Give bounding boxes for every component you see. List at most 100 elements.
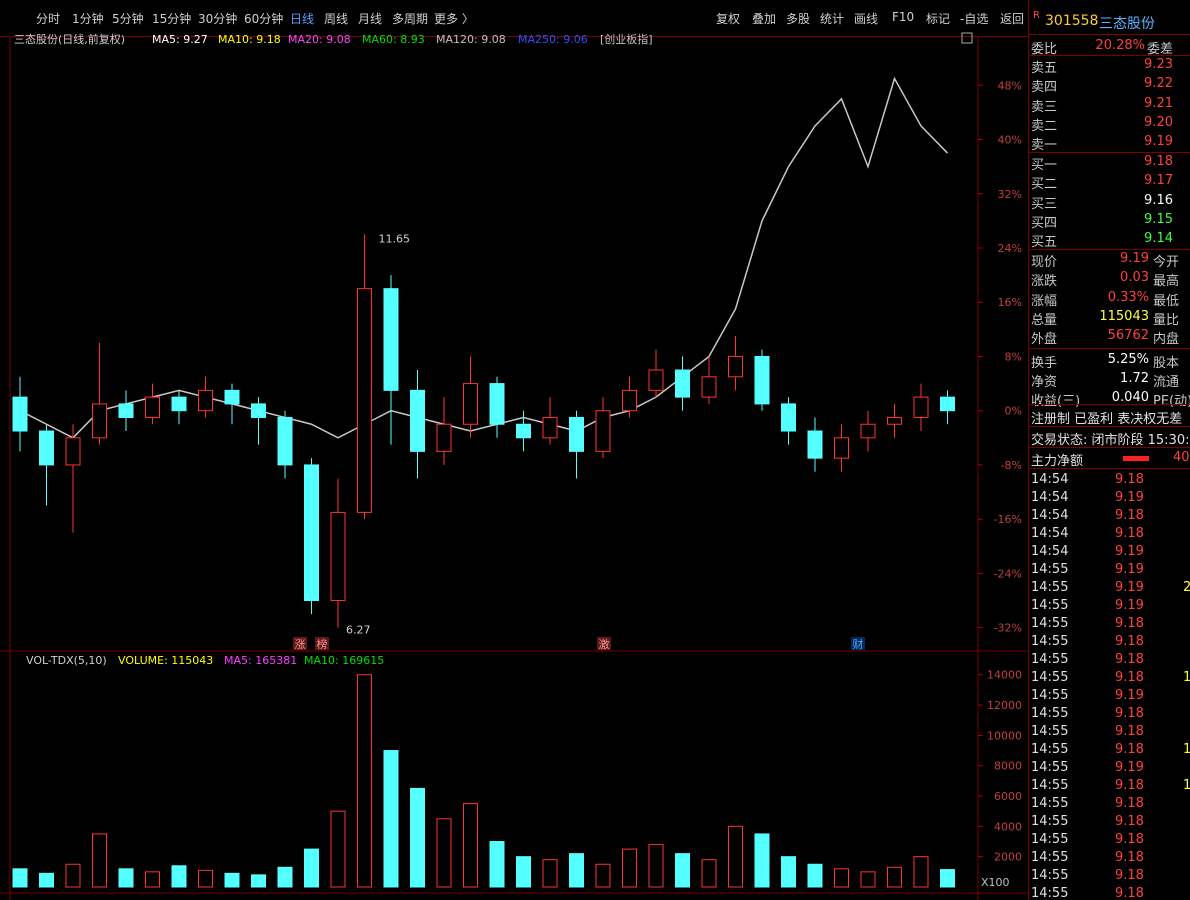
stock-code: 301558 (1045, 13, 1099, 29)
quote-row: 涨幅 0.33% 最低 (1029, 289, 1190, 309)
candle-body (277, 416, 293, 466)
volume-bar (277, 866, 293, 888)
candle-body (383, 288, 399, 391)
book-label: 买三 (1031, 196, 1058, 212)
quote-row: 14:55 9.19 (1029, 597, 1190, 616)
book-price: 9.16 (1144, 192, 1173, 208)
book-label: 买四 (1031, 215, 1058, 231)
net-flow-value: 40 (1173, 450, 1190, 465)
tick-volume: 1 (1183, 778, 1190, 793)
chart-legend: MA250: 9.06 (518, 33, 588, 46)
stat-label: PE(动) (1153, 394, 1190, 410)
tick-time: 14:55 (1031, 814, 1069, 829)
book-price: 9.19 (1144, 134, 1173, 150)
quote-row: 现价 9.19 今开 (1029, 250, 1190, 270)
y-tick-label: 48% (998, 79, 1022, 92)
volume-bar (701, 859, 717, 888)
volume-title: VOL-TDX(5,10) (26, 654, 107, 667)
book-label: 买一 (1031, 158, 1058, 173)
stat-value: 5.25% (1107, 351, 1149, 367)
tool-button[interactable]: 标记 (926, 12, 951, 26)
quote-row: 14:54 9.19 (1029, 543, 1190, 562)
period-tab[interactable]: 多周期 (392, 12, 429, 26)
candle-body (118, 403, 134, 418)
tick-time: 14:54 (1031, 490, 1069, 505)
overlay-line (19, 76, 949, 439)
tool-button[interactable]: 返回 (1000, 12, 1025, 26)
quote-row: 总量 115043 量比 (1029, 308, 1190, 328)
tick-price: 9.18 (1115, 868, 1144, 883)
y-tick-label: 40% (998, 134, 1022, 147)
tool-button[interactable]: 多股 (786, 12, 811, 26)
candle-body (728, 355, 743, 378)
book-label: 卖五 (1031, 61, 1058, 76)
chart-legend: MA120: 9.08 (436, 33, 506, 46)
stat-label: 涨幅 (1031, 293, 1058, 309)
tick-price: 9.18 (1115, 796, 1144, 811)
tool-button[interactable]: -自选 (960, 12, 989, 26)
candle-body (754, 355, 770, 405)
quote-row: 卖一 9.19 (1029, 133, 1190, 153)
tick-price: 9.18 (1115, 634, 1144, 649)
volume-bar (595, 863, 611, 888)
y-tick-label: 2000 (994, 851, 1022, 864)
period-tab[interactable]: 分时 (36, 12, 61, 26)
event-marker: 激 (599, 637, 610, 651)
period-tab[interactable]: 15分钟 (152, 12, 192, 26)
tick-price: 9.19 (1115, 562, 1144, 577)
tool-button[interactable]: 复权 (716, 12, 741, 26)
candle-body (251, 403, 266, 418)
tool-button[interactable]: 叠加 (752, 12, 777, 26)
quote-row: 14:54 9.18 (1029, 471, 1190, 490)
period-tab[interactable]: 更多 〉 (434, 12, 474, 26)
quote-row: 14:55 9.18 (1029, 831, 1190, 850)
volume-bar (887, 866, 902, 888)
tick-time: 14:54 (1031, 544, 1069, 559)
chart-legend: 三态股份(日线,前复权) (14, 32, 125, 46)
book-price: 9.21 (1144, 95, 1173, 111)
candle-body (304, 464, 319, 602)
volume-bar (940, 869, 955, 888)
quote-row: 14:55 9.18 (1029, 705, 1190, 724)
period-tab[interactable]: 月线 (358, 12, 383, 26)
tick-price: 9.18 (1115, 724, 1144, 739)
period-tab[interactable]: 60分钟 (244, 12, 284, 26)
volume-bar (12, 868, 28, 888)
window-button[interactable] (961, 32, 973, 44)
candle-body (913, 396, 929, 418)
tick-time: 14:55 (1031, 886, 1069, 900)
tool-button[interactable]: 画线 (854, 12, 879, 26)
tick-time: 14:55 (1031, 562, 1069, 577)
y-tick-label: 24% (998, 242, 1022, 255)
quote-row: 涨跌 0.03 最高 (1029, 269, 1190, 289)
tool-button[interactable]: 统计 (820, 12, 845, 26)
candle-body (224, 389, 240, 405)
book-price: 9.18 (1144, 154, 1173, 169)
volume-bar (860, 871, 876, 888)
tick-price: 9.18 (1115, 832, 1144, 847)
tick-price: 9.19 (1115, 688, 1144, 703)
period-tab[interactable]: 30分钟 (198, 12, 238, 26)
period-tab[interactable]: 1分钟 (72, 12, 104, 26)
quote-value: 20.28% (1095, 38, 1145, 53)
stat-label: 净资 (1031, 374, 1058, 390)
volume-bar (675, 853, 690, 888)
candle-body (330, 511, 346, 602)
candle-body (940, 396, 955, 412)
quote-row: 交易状态: 闭市阶段 15:30: (1029, 428, 1190, 448)
tick-price: 9.19 (1115, 580, 1144, 595)
quote-row: 14:55 9.19 (1029, 759, 1190, 778)
stat-value: 0.03 (1120, 270, 1149, 286)
candle-body (807, 430, 823, 459)
candle-body (489, 383, 505, 425)
volume-bar (145, 871, 160, 888)
period-tab[interactable]: 日线 (290, 12, 315, 26)
tool-button[interactable]: F10 (892, 10, 915, 24)
stat-value: 0.33% (1107, 289, 1149, 305)
volume-bar (304, 848, 319, 888)
stat-label: 总量 (1031, 312, 1058, 328)
volume-bar (913, 856, 929, 888)
period-tab[interactable]: 周线 (324, 12, 349, 26)
period-tab[interactable]: 5分钟 (112, 12, 144, 26)
volume-bar (65, 863, 81, 888)
